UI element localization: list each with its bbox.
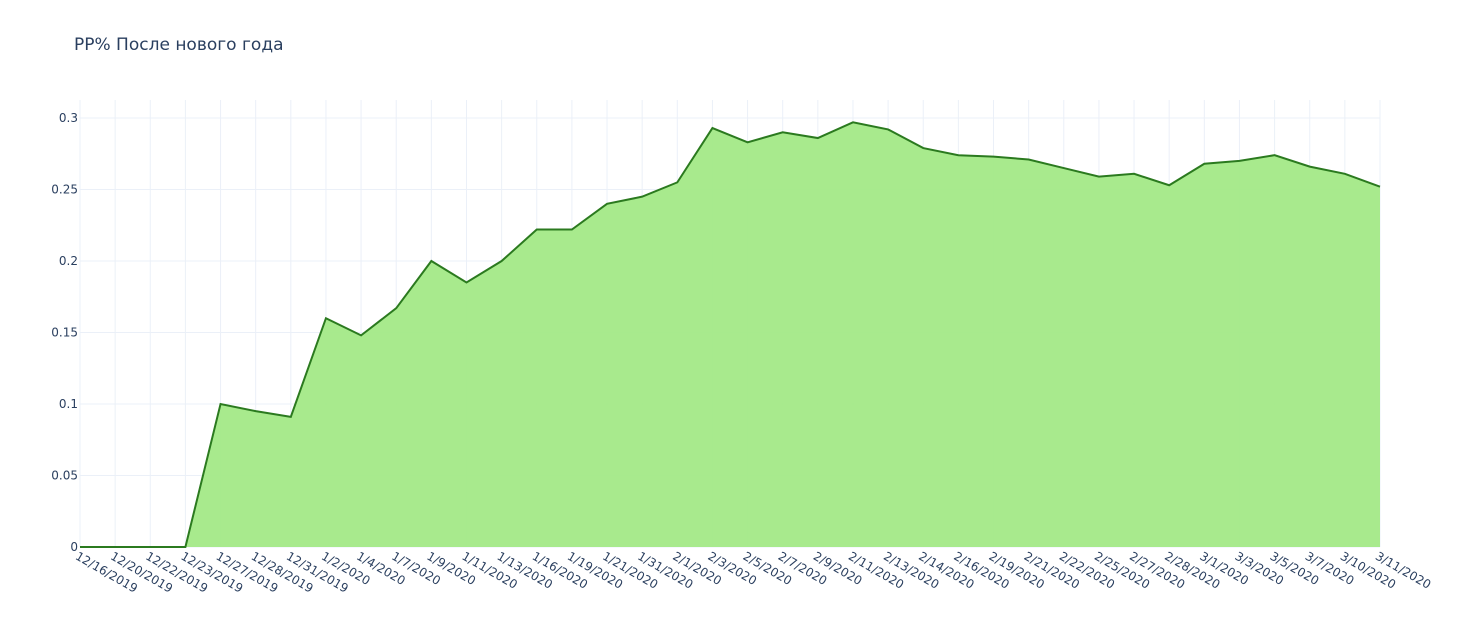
area-line xyxy=(80,121,1381,548)
y-tick-label: 0.15 xyxy=(51,326,78,340)
chart-title: PP% После нового года xyxy=(74,35,284,55)
area-fill xyxy=(80,122,1380,547)
y-tick-label: 0.1 xyxy=(59,397,78,411)
y-tick-label: 0.3 xyxy=(59,111,78,125)
y-tick-label: 0.2 xyxy=(59,254,78,268)
y-tick-label: 0 xyxy=(70,540,78,554)
y-tick-label: 0.05 xyxy=(51,469,78,483)
y-tick-label: 0.25 xyxy=(51,183,78,197)
